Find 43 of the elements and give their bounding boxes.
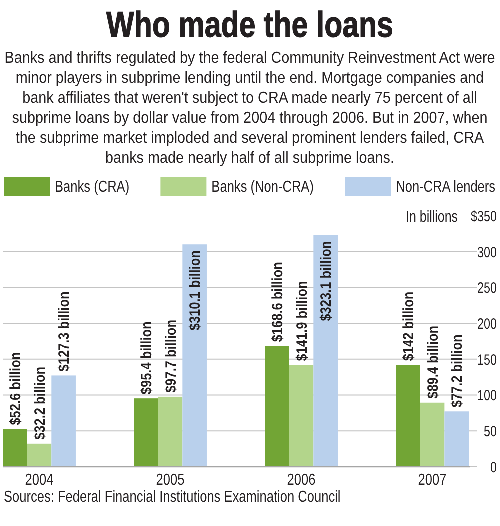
bar <box>420 402 445 467</box>
bar <box>182 244 207 467</box>
data-label: $32.2 billion <box>30 366 48 440</box>
x-tick-label: 2006 <box>287 472 316 490</box>
bar <box>27 444 52 467</box>
bar <box>444 412 469 467</box>
chart-title: Who made the loans <box>106 4 394 45</box>
y-axis-title: In billions <box>406 208 458 226</box>
data-label: $95.4 billion <box>138 322 155 395</box>
bar <box>265 346 290 467</box>
bar <box>314 235 338 467</box>
y-tick-label: $350 <box>470 208 497 225</box>
data-label: $168.6 billion <box>268 262 286 342</box>
x-tick-label: 2004 <box>25 472 54 490</box>
data-label: $89.4 billion <box>424 326 442 399</box>
data-label: $142 billion <box>400 292 417 362</box>
y-tick-label: 100 <box>478 387 497 404</box>
bar <box>3 429 28 467</box>
data-label: $97.7 billion <box>162 320 180 393</box>
y-tick-label: 300 <box>478 244 497 261</box>
bar <box>158 396 183 467</box>
legend-label: Banks (CRA) <box>55 178 130 196</box>
chart-subtitle: Banks and thrifts regulated by the federal Community Reinvestment Act were minor players in subprime lending until the end. Mortgage companies and bank affiliates that weren't subject to CRA made nearly 75 percent of all subprime loans by dollar value from 2004 through 2006. But in 2007, when the subprime market imploded and several prominent lenders failed, CRA banks made nearly half of all subprime loans. <box>4 49 496 168</box>
x-tick-label: 2007 <box>418 472 447 490</box>
y-tick-label: 150 <box>478 351 497 368</box>
y-tick-label: 200 <box>478 316 497 332</box>
bar <box>52 376 76 467</box>
y-tick-label: 50 <box>484 423 497 440</box>
legend-label: Non-CRA lenders <box>396 178 496 196</box>
bar <box>134 398 158 467</box>
data-label: $52.6 billion <box>6 352 24 426</box>
y-tick-label: 0 <box>490 459 497 476</box>
data-label: $310.1 billion <box>186 250 204 331</box>
data-label: $77.2 billion <box>448 334 466 408</box>
data-label: $127.3 billion <box>55 292 72 372</box>
bar <box>396 365 420 467</box>
y-tick-label: 250 <box>478 280 497 296</box>
legend-label: Banks (Non-CRA) <box>212 178 314 196</box>
bar <box>289 365 314 467</box>
x-tick-label: 2005 <box>156 472 185 490</box>
data-label: $323.1 billion <box>317 241 334 322</box>
data-label: $141.9 billion <box>292 281 310 362</box>
source-note: Sources: Federal Financial Institutions Examination Council <box>4 488 341 506</box>
